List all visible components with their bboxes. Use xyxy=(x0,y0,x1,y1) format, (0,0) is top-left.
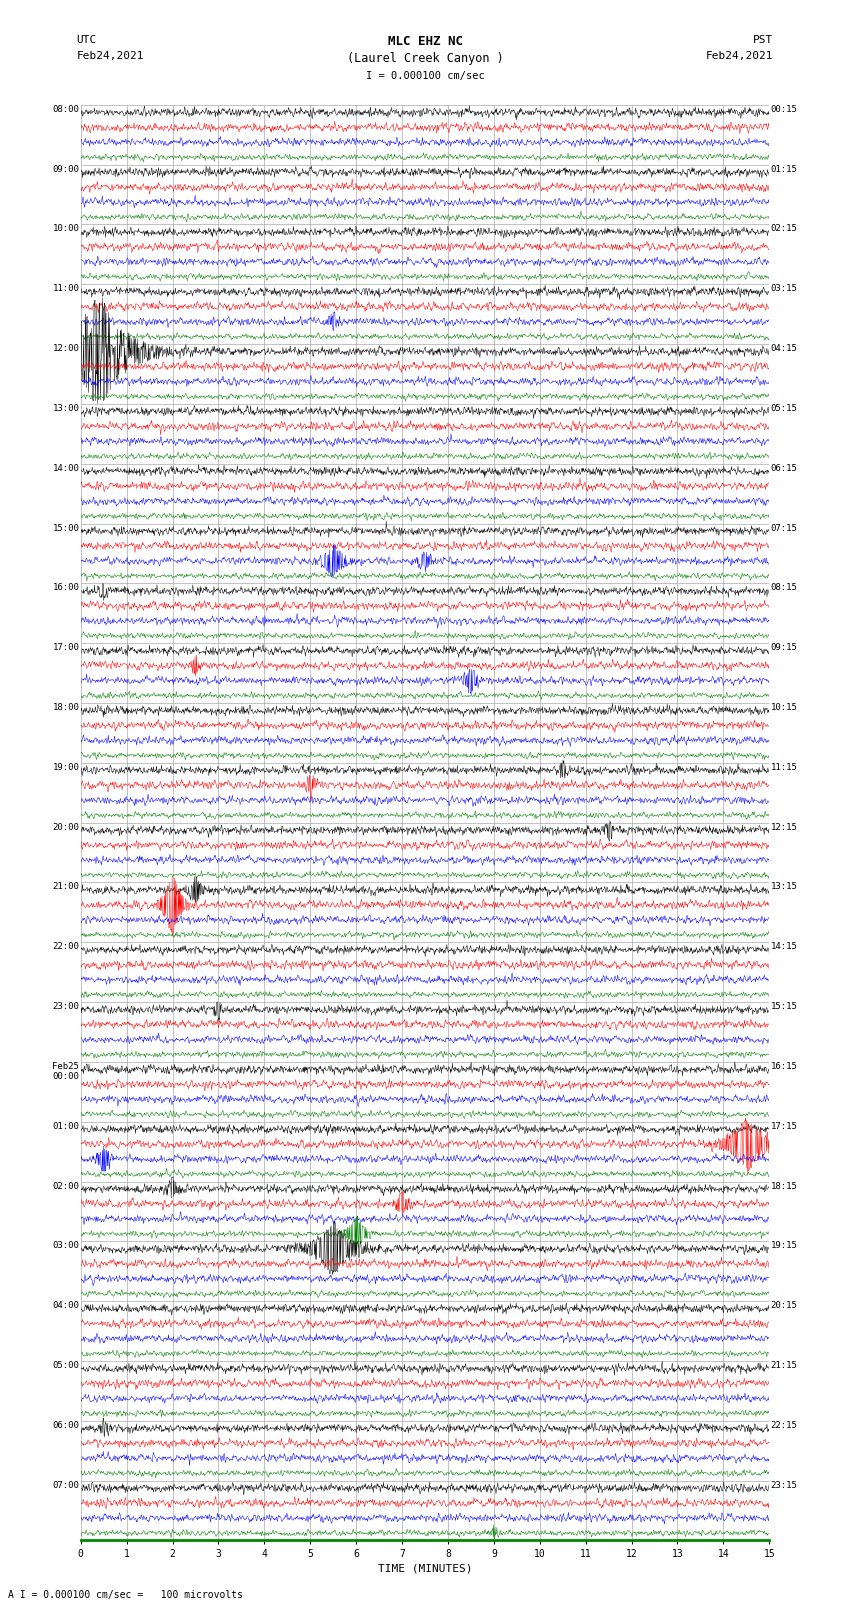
Text: 19:15: 19:15 xyxy=(771,1242,797,1250)
Text: 10:00: 10:00 xyxy=(53,224,79,234)
Text: 15:15: 15:15 xyxy=(771,1002,797,1011)
Text: PST: PST xyxy=(753,35,774,45)
Text: 22:15: 22:15 xyxy=(771,1421,797,1429)
Text: 23:00: 23:00 xyxy=(53,1002,79,1011)
Text: 14:15: 14:15 xyxy=(771,942,797,952)
Text: 04:15: 04:15 xyxy=(771,344,797,353)
Text: Feb25
00:00: Feb25 00:00 xyxy=(53,1061,79,1081)
Text: 09:00: 09:00 xyxy=(53,165,79,174)
Text: 03:15: 03:15 xyxy=(771,284,797,294)
Text: 02:00: 02:00 xyxy=(53,1181,79,1190)
Text: MLC EHZ NC: MLC EHZ NC xyxy=(388,35,462,48)
Text: 18:15: 18:15 xyxy=(771,1181,797,1190)
Text: 21:00: 21:00 xyxy=(53,882,79,892)
Text: 21:15: 21:15 xyxy=(771,1361,797,1369)
Text: A I = 0.000100 cm/sec =   100 microvolts: A I = 0.000100 cm/sec = 100 microvolts xyxy=(8,1590,243,1600)
Text: 15:00: 15:00 xyxy=(53,524,79,532)
Text: 12:15: 12:15 xyxy=(771,823,797,832)
Text: 08:15: 08:15 xyxy=(771,584,797,592)
Text: Feb24,2021: Feb24,2021 xyxy=(706,52,774,61)
Text: 07:00: 07:00 xyxy=(53,1481,79,1489)
Text: 19:00: 19:00 xyxy=(53,763,79,771)
Text: 01:15: 01:15 xyxy=(771,165,797,174)
Text: 04:00: 04:00 xyxy=(53,1302,79,1310)
Text: 02:15: 02:15 xyxy=(771,224,797,234)
Text: 05:00: 05:00 xyxy=(53,1361,79,1369)
Text: Feb24,2021: Feb24,2021 xyxy=(76,52,144,61)
Text: 17:00: 17:00 xyxy=(53,644,79,652)
Text: 01:00: 01:00 xyxy=(53,1121,79,1131)
Text: 08:00: 08:00 xyxy=(53,105,79,115)
Text: 14:00: 14:00 xyxy=(53,465,79,473)
Text: I = 0.000100 cm/sec: I = 0.000100 cm/sec xyxy=(366,71,484,81)
Text: 11:00: 11:00 xyxy=(53,284,79,294)
Text: 13:00: 13:00 xyxy=(53,403,79,413)
Text: 22:00: 22:00 xyxy=(53,942,79,952)
Text: 12:00: 12:00 xyxy=(53,344,79,353)
Text: UTC: UTC xyxy=(76,35,97,45)
Text: 05:15: 05:15 xyxy=(771,403,797,413)
Text: (Laurel Creek Canyon ): (Laurel Creek Canyon ) xyxy=(347,52,503,65)
Text: 06:00: 06:00 xyxy=(53,1421,79,1429)
Text: 06:15: 06:15 xyxy=(771,465,797,473)
Text: 18:00: 18:00 xyxy=(53,703,79,711)
Text: 16:15: 16:15 xyxy=(771,1061,797,1071)
Text: 09:15: 09:15 xyxy=(771,644,797,652)
Text: 23:15: 23:15 xyxy=(771,1481,797,1489)
Text: 20:15: 20:15 xyxy=(771,1302,797,1310)
Text: 03:00: 03:00 xyxy=(53,1242,79,1250)
Text: 13:15: 13:15 xyxy=(771,882,797,892)
Text: 11:15: 11:15 xyxy=(771,763,797,771)
Text: 10:15: 10:15 xyxy=(771,703,797,711)
X-axis label: TIME (MINUTES): TIME (MINUTES) xyxy=(377,1563,473,1574)
Text: 00:15: 00:15 xyxy=(771,105,797,115)
Text: 17:15: 17:15 xyxy=(771,1121,797,1131)
Text: 20:00: 20:00 xyxy=(53,823,79,832)
Text: 07:15: 07:15 xyxy=(771,524,797,532)
Text: 16:00: 16:00 xyxy=(53,584,79,592)
